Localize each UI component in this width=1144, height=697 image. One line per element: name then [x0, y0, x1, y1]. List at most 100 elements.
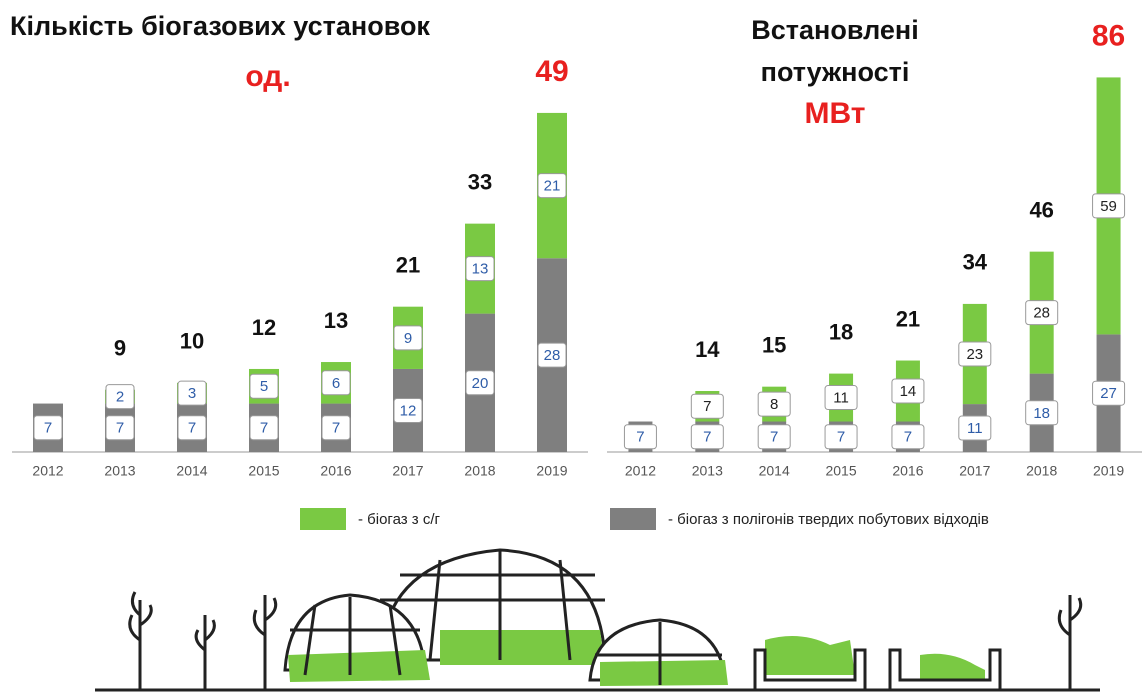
value-label: 23	[966, 346, 983, 363]
value-label: 12	[400, 402, 417, 419]
chart-title: Встановлені	[751, 15, 918, 45]
value-label-box	[33, 415, 63, 441]
total-label: 10	[180, 329, 204, 354]
value-label-box	[537, 342, 567, 368]
x-tick-label: 2014	[759, 463, 790, 479]
value-label-box	[393, 397, 423, 423]
total-label: 34	[963, 250, 988, 275]
value-label-box	[891, 378, 925, 404]
value-label-box	[690, 393, 724, 419]
x-tick-label: 2018	[464, 463, 495, 479]
chart-title: потужності	[761, 57, 910, 87]
x-tick-label: 2017	[392, 463, 423, 479]
value-label: 7	[904, 429, 912, 446]
value-label: 11	[967, 420, 983, 437]
total-label: 33	[468, 169, 492, 194]
value-label-box	[105, 384, 135, 410]
value-label: 14	[900, 383, 917, 400]
value-label-box	[1025, 300, 1059, 326]
value-label-box	[321, 370, 351, 396]
chart-title: Кількість біогазових установок	[10, 11, 430, 41]
value-label: 7	[770, 429, 778, 446]
illustration	[95, 548, 1100, 692]
value-label-box	[690, 424, 724, 450]
value-label-box	[177, 415, 207, 441]
total-label: 86	[1092, 19, 1125, 52]
total-label: 9	[114, 336, 126, 361]
value-label: 18	[1033, 405, 1050, 422]
total-label: 21	[396, 252, 420, 277]
value-label: 11	[833, 390, 849, 407]
value-label: 20	[472, 375, 489, 392]
value-label: 7	[837, 429, 845, 446]
x-tick-label: 2014	[176, 463, 207, 479]
value-label: 7	[636, 429, 644, 446]
total-label: 21	[896, 306, 920, 331]
x-tick-label: 2016	[320, 463, 351, 479]
value-label-box	[537, 173, 567, 199]
legend-label: - біогаз з полігонів твердих побутових в…	[668, 511, 989, 528]
x-tick-label: 2019	[1093, 463, 1124, 479]
value-label: 3	[188, 385, 196, 402]
value-label: 7	[703, 429, 711, 446]
x-tick-label: 2019	[536, 463, 567, 479]
value-label-box	[249, 415, 279, 441]
total-label: 12	[252, 315, 276, 340]
value-label: 28	[544, 347, 561, 364]
value-label: 7	[332, 420, 340, 437]
value-label: 7	[703, 398, 711, 415]
value-label-box	[958, 415, 992, 441]
value-label: 9	[404, 330, 412, 347]
value-label: 2	[116, 389, 124, 406]
x-tick-label: 2018	[1026, 463, 1057, 479]
value-label: 7	[44, 420, 52, 437]
total-label: 15	[762, 332, 786, 357]
x-tick-label: 2017	[959, 463, 990, 479]
total-label: 46	[1029, 197, 1053, 222]
value-label-box	[757, 424, 791, 450]
x-tick-label: 2013	[692, 463, 723, 479]
value-label: 8	[770, 396, 778, 413]
x-tick-label: 2013	[104, 463, 135, 479]
value-label: 59	[1100, 198, 1117, 215]
value-label-box	[105, 415, 135, 441]
x-tick-label: 2012	[625, 463, 656, 479]
value-label-box	[1092, 380, 1126, 406]
total-label: 18	[829, 319, 853, 344]
value-label-box	[321, 415, 351, 441]
x-tick-label: 2015	[825, 463, 856, 479]
value-label-box	[393, 325, 423, 351]
value-label-box	[757, 391, 791, 417]
value-label-box	[824, 424, 858, 450]
value-label: 7	[260, 420, 268, 437]
value-label: 6	[332, 375, 340, 392]
value-label-box	[177, 380, 207, 406]
value-label: 5	[260, 378, 268, 395]
legend-swatch	[300, 508, 346, 530]
value-label: 27	[1100, 385, 1117, 402]
value-label-box	[465, 256, 495, 282]
value-label-box	[958, 341, 992, 367]
value-label-box	[824, 385, 858, 411]
legend-swatch	[610, 508, 656, 530]
unit-label: од.	[245, 60, 290, 93]
value-label: 7	[116, 420, 124, 437]
value-label-box	[623, 424, 657, 450]
value-label-box	[465, 370, 495, 396]
value-label: 13	[472, 261, 489, 278]
x-tick-label: 2012	[32, 463, 63, 479]
value-label: 21	[544, 178, 561, 195]
value-label-box	[249, 373, 279, 399]
legend-label: - біогаз з с/г	[358, 511, 441, 528]
total-label: 49	[535, 55, 568, 88]
value-label-box	[1092, 193, 1126, 219]
x-tick-label: 2016	[892, 463, 923, 479]
unit-label: МВт	[805, 97, 866, 130]
value-label: 28	[1033, 305, 1050, 322]
value-label-box	[891, 424, 925, 450]
total-label: 14	[695, 337, 720, 362]
value-label-box	[1025, 400, 1059, 426]
x-tick-label: 2015	[248, 463, 279, 479]
value-label: 7	[188, 420, 196, 437]
